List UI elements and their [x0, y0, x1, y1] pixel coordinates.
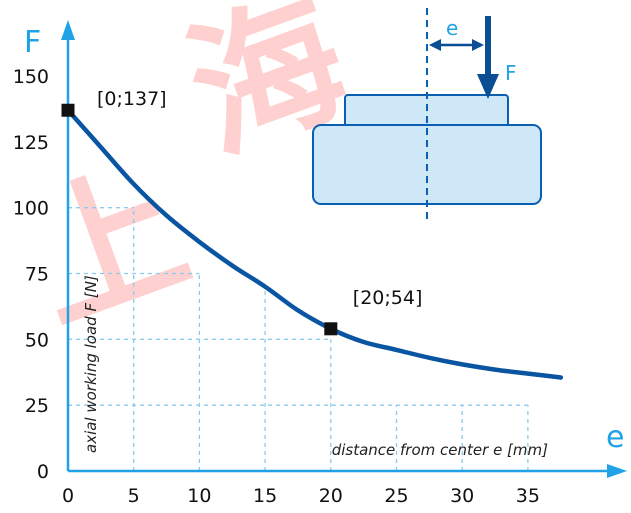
series-line [65, 107, 564, 380]
data-point-marker [324, 322, 338, 336]
tick-labels: 0 5 10 15 20 25 30 35 0 25 50 75 100 125 150 [13, 66, 540, 507]
data-point-label: [0;137] [97, 88, 167, 110]
y-tick-label: 50 [25, 329, 49, 351]
x-tick-label: 30 [450, 485, 474, 507]
x-axis-symbol: e [606, 420, 624, 455]
x-axis-title: distance from center e [mm] [332, 441, 548, 459]
force-arrow-icon [477, 74, 499, 99]
y-tick-label: 25 [25, 395, 49, 417]
y-axis-symbol: F [24, 25, 41, 60]
x-tick-label: 15 [253, 485, 277, 507]
data-point-label: [20;54] [353, 287, 423, 309]
data-points: [0;137] [20;54] [61, 88, 423, 336]
x-tick-label: 35 [516, 485, 540, 507]
offset-arrow-left-icon [429, 39, 441, 51]
x-tick-label: 25 [384, 485, 408, 507]
x-axis-arrow-icon [607, 464, 627, 478]
watermark-glyph-1: 上 [8, 139, 208, 354]
diagram-force-label: F [505, 61, 517, 85]
y-tick-label: 75 [25, 264, 49, 286]
y-axis-arrow-icon [61, 20, 75, 40]
x-tick-label: 20 [319, 485, 343, 507]
diagram-offset-label: e [446, 16, 458, 40]
x-tick-label: 0 [62, 485, 74, 507]
y-axis-title: axial working load F [N] [82, 275, 100, 453]
x-tick-label: 5 [128, 485, 140, 507]
y-tick-label: 0 [37, 461, 49, 483]
grid [68, 207, 529, 471]
y-tick-label: 100 [13, 198, 49, 220]
x-tick-label: 10 [187, 485, 211, 507]
y-tick-label: 150 [13, 66, 49, 88]
data-point-marker [61, 103, 75, 117]
offset-arrow-right-icon [472, 39, 484, 51]
y-tick-label: 125 [13, 132, 49, 154]
load-diagram: e F [312, 8, 542, 222]
